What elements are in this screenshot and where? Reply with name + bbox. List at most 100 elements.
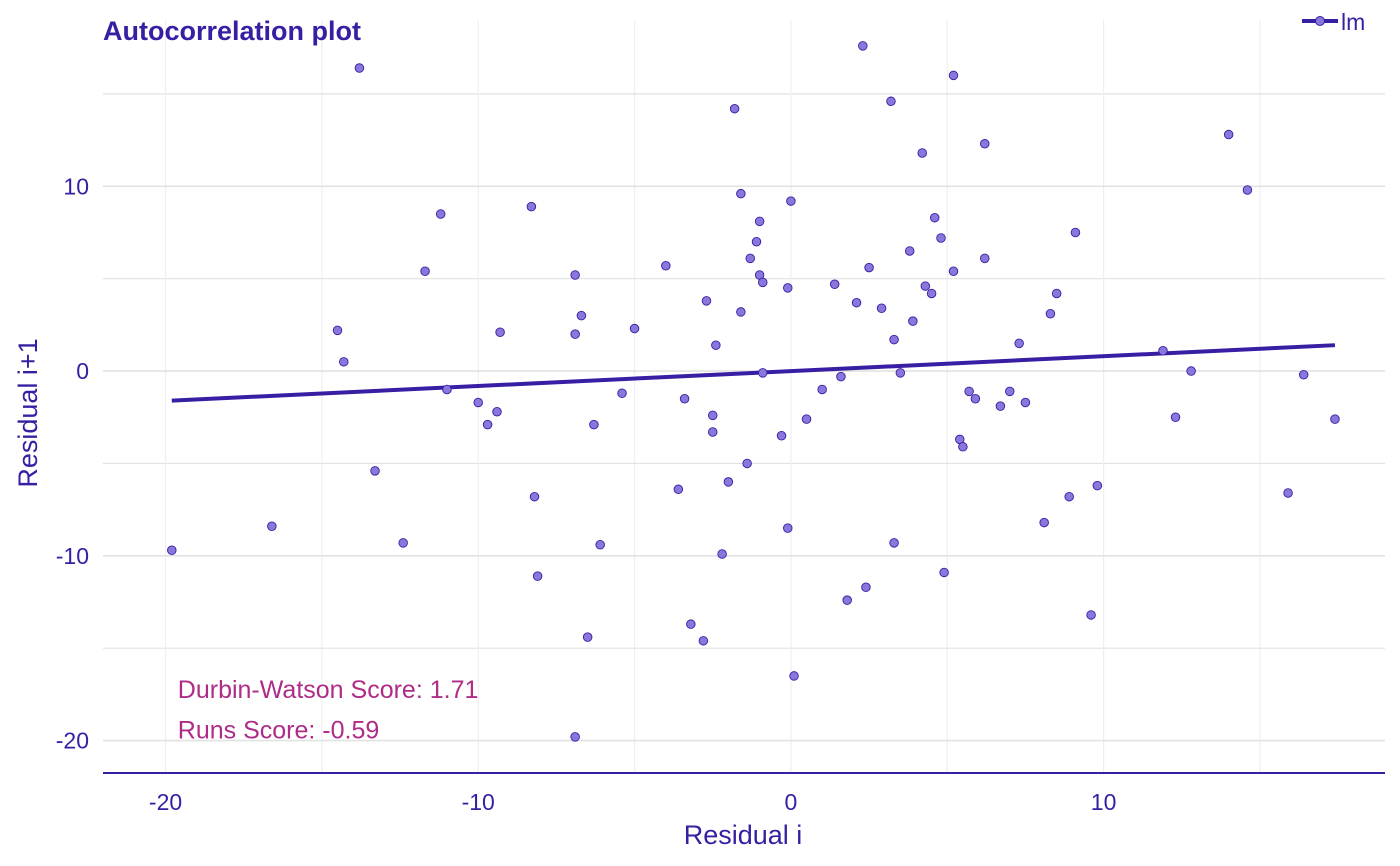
scatter-point bbox=[858, 41, 868, 51]
scatter-point bbox=[829, 279, 840, 289]
scatter-point bbox=[948, 266, 959, 277]
scatter-point bbox=[582, 632, 593, 642]
scatter-point bbox=[435, 209, 446, 219]
scatter-point bbox=[495, 327, 505, 338]
score-annotation: Runs Score: -0.59 bbox=[178, 717, 379, 745]
scatter-point bbox=[776, 430, 787, 441]
scatter-point bbox=[167, 545, 177, 556]
scatter-point bbox=[529, 491, 540, 502]
scatter-point bbox=[886, 96, 896, 107]
scatter-point bbox=[332, 325, 343, 336]
scatter-point bbox=[964, 386, 974, 397]
scatter-point bbox=[783, 283, 793, 293]
y-axis-label: Residual i+1 bbox=[13, 338, 43, 487]
regression-line bbox=[171, 343, 1336, 403]
legend-point-swatch bbox=[1315, 16, 1325, 26]
scatter-point bbox=[783, 523, 793, 533]
scatter-point bbox=[267, 521, 277, 532]
scatter-point bbox=[920, 281, 931, 291]
scatter-point bbox=[370, 466, 380, 476]
scatter-point bbox=[917, 148, 927, 158]
scatter-point bbox=[629, 323, 640, 334]
legend: lm bbox=[1302, 9, 1365, 35]
y-tick-label: -10 bbox=[56, 543, 89, 569]
scatter-point bbox=[995, 401, 1006, 411]
scatter-point bbox=[673, 484, 684, 495]
chart-title: Autocorrelation plot bbox=[103, 16, 361, 46]
x-tick-label: -20 bbox=[149, 789, 182, 815]
scatter-point bbox=[526, 201, 537, 212]
scatter-point bbox=[1092, 480, 1103, 491]
y-tick-label: -20 bbox=[56, 728, 89, 754]
scatter-point bbox=[861, 582, 871, 592]
scatter-point bbox=[889, 538, 899, 548]
scatter-point bbox=[980, 139, 990, 149]
scatter-point bbox=[1070, 227, 1081, 238]
x-tick-label: -10 bbox=[462, 789, 495, 815]
score-annotation: Durbin-Watson Score: 1.71 bbox=[178, 676, 479, 704]
x-tick-label: 0 bbox=[785, 789, 798, 815]
scatter-point bbox=[698, 636, 709, 646]
scatter-point bbox=[1330, 414, 1340, 424]
annotations: Durbin-Watson Score: 1.71 Runs Score: -0.… bbox=[178, 676, 479, 745]
scatter-point bbox=[1242, 185, 1253, 195]
scatter-point bbox=[1186, 366, 1196, 376]
scatter-point bbox=[707, 410, 718, 421]
scatter-point bbox=[754, 216, 765, 227]
scatter-point bbox=[970, 394, 981, 404]
scatter-point bbox=[758, 368, 768, 378]
x-axis-label: Residual i bbox=[684, 820, 803, 850]
scatter-point bbox=[895, 368, 906, 378]
scatter-point bbox=[751, 236, 762, 247]
scatter-point bbox=[789, 671, 799, 681]
scatter-point bbox=[1064, 491, 1074, 502]
scatter-point bbox=[786, 196, 796, 206]
scatter-point bbox=[711, 340, 721, 350]
scatter-point bbox=[354, 63, 365, 73]
scatter-point bbox=[686, 619, 696, 629]
scatter-point bbox=[904, 246, 915, 256]
scatter-point bbox=[801, 414, 812, 424]
scatter-point bbox=[729, 103, 740, 114]
scatter-point bbox=[492, 406, 502, 417]
scatter-point bbox=[1223, 129, 1234, 140]
scatter-point bbox=[473, 397, 483, 408]
y-tick-labels: -20 -10 0 10 bbox=[56, 173, 89, 753]
scatter-point bbox=[1298, 370, 1309, 380]
scatter-point bbox=[948, 70, 959, 81]
scatter-point bbox=[864, 262, 874, 273]
scatter-point bbox=[1051, 288, 1062, 299]
scatter-point bbox=[617, 388, 627, 398]
scatter-point bbox=[570, 329, 580, 339]
scatter-point bbox=[1005, 386, 1015, 397]
scatter-point bbox=[929, 212, 940, 223]
scatter-point bbox=[595, 539, 605, 550]
regression-line-layer bbox=[171, 343, 1336, 403]
scatter-point bbox=[723, 477, 734, 487]
scatter-point bbox=[836, 371, 846, 382]
scatter-point bbox=[442, 384, 452, 395]
scatter-point bbox=[876, 303, 887, 313]
x-tick-label: 10 bbox=[1091, 789, 1117, 815]
x-tick-labels: -20 -10 0 10 bbox=[149, 789, 1116, 815]
scatter-point bbox=[398, 538, 408, 548]
scatter-point bbox=[589, 419, 599, 430]
scatter-point bbox=[851, 297, 862, 308]
legend-entry-lm: lm bbox=[1341, 9, 1365, 35]
scatter-point bbox=[736, 188, 746, 199]
scatter-point bbox=[661, 260, 671, 271]
scatter-point bbox=[1045, 309, 1056, 319]
scatter-point bbox=[908, 316, 918, 326]
scatter-point bbox=[576, 310, 587, 321]
scatter-point bbox=[1020, 397, 1031, 408]
scatter-point bbox=[939, 567, 949, 578]
scatter-point bbox=[707, 427, 718, 437]
scatter-point bbox=[1283, 488, 1293, 498]
scatter-points bbox=[167, 41, 1340, 742]
scatter-point bbox=[736, 307, 746, 317]
scatter-point bbox=[570, 732, 580, 742]
scatter-point bbox=[339, 357, 349, 367]
scatter-point bbox=[958, 442, 968, 452]
scatter-point bbox=[980, 253, 990, 264]
